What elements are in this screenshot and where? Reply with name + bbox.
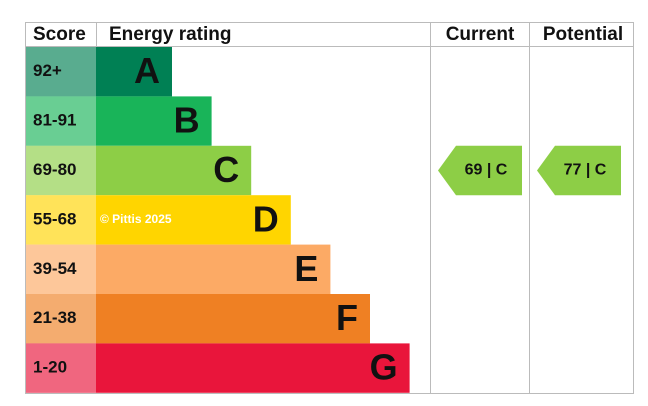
score-cell	[26, 47, 96, 97]
band-letter: G	[370, 347, 398, 388]
watermark: © Pittis 2025	[100, 212, 172, 226]
current-arrow	[438, 145, 522, 196]
score-label: 69-80	[33, 160, 76, 179]
header-rating: Energy rating	[109, 24, 231, 45]
score-cell-tint	[26, 145, 96, 196]
score-cell	[26, 195, 96, 245]
potential-arrow	[537, 145, 621, 196]
current-label: 69 | C	[465, 162, 508, 179]
frame	[25, 22, 634, 394]
score-label: 1-20	[33, 358, 67, 377]
score-cell-tint	[26, 195, 96, 245]
score-cell-tint	[26, 294, 96, 344]
score-label: 21-38	[33, 308, 76, 327]
band-letter: C	[213, 149, 239, 190]
grid	[25, 22, 634, 394]
band-letter: D	[253, 198, 279, 239]
score-cell-tint	[26, 343, 96, 393]
band-bar	[96, 244, 331, 294]
score-cell	[26, 294, 96, 344]
score-cell-tint	[26, 96, 96, 146]
band-letter: A	[134, 50, 160, 91]
potential-label: 77 | C	[564, 162, 607, 179]
header-score: Score	[33, 24, 86, 45]
score-cell	[26, 96, 96, 146]
band-letter: B	[174, 100, 200, 141]
score-label: 55-68	[33, 209, 76, 228]
score-label: 81-91	[33, 111, 76, 130]
score-label: 92+	[33, 61, 62, 80]
score-cell-tint	[26, 244, 96, 294]
score-label: 39-54	[33, 259, 77, 278]
band-bar	[96, 145, 252, 196]
band-letter: F	[336, 297, 358, 338]
header-current: Current	[446, 24, 515, 45]
score-cell	[26, 145, 96, 196]
band-bar	[96, 96, 212, 146]
band-bar	[96, 343, 410, 393]
band-letter: E	[294, 248, 318, 289]
score-cell-tint	[26, 47, 96, 97]
band-bar	[96, 195, 291, 245]
score-cell	[26, 343, 96, 393]
score-cell	[26, 244, 96, 294]
header-potential: Potential	[543, 24, 623, 45]
band-bar	[96, 294, 370, 344]
band-bar	[96, 47, 172, 97]
